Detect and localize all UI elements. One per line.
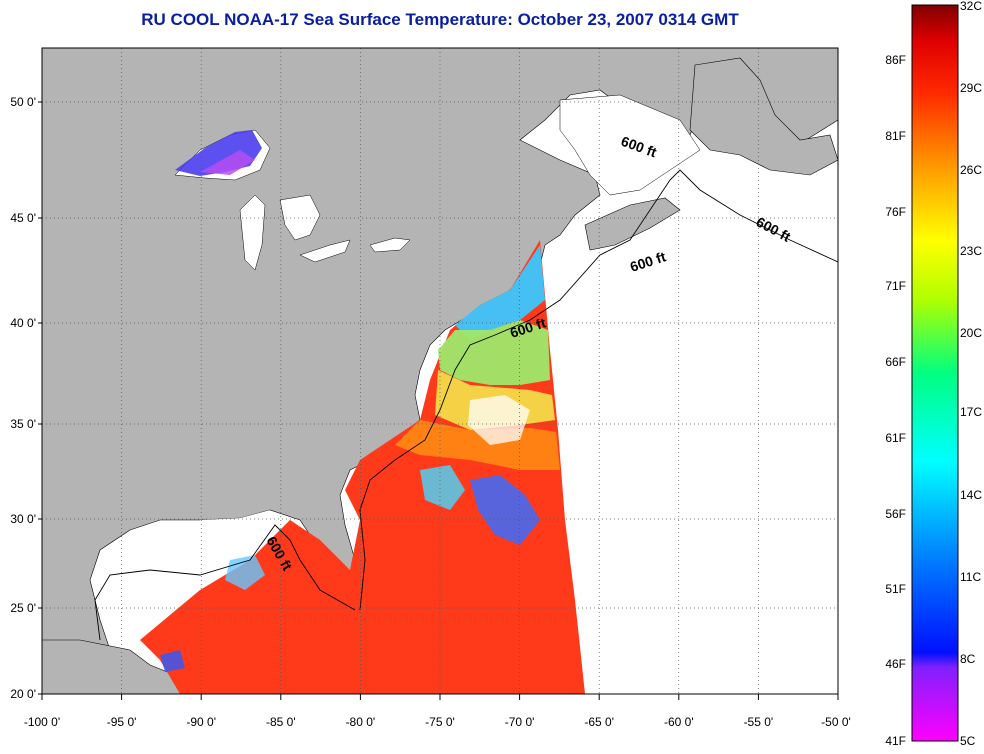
- lon-tick-label: -85 0': [266, 715, 296, 729]
- colorbar-label-f: 46F: [885, 657, 906, 671]
- lat-tick-label: 25 0': [10, 601, 36, 615]
- colorbar-label-f: 71F: [885, 279, 906, 293]
- colorbar-label-c: 14C: [960, 488, 982, 502]
- isobath-600ft-gulf: [94, 524, 356, 641]
- colorbar-label-f: 56F: [885, 507, 906, 521]
- sst-cloud-gaps: [468, 395, 530, 445]
- lon-tick-label: -70 0': [505, 715, 535, 729]
- colorbar-fahrenheit-labels: 86F 81F 76F 71F 66F 61F 56F 51F 46F 41F: [885, 53, 906, 748]
- lon-tick-label: -100 0': [24, 715, 60, 729]
- axis-ticks: [38, 101, 839, 700]
- colorbar-label-c: 17C: [960, 405, 982, 419]
- colorbar-label-c: 5C: [960, 734, 976, 748]
- lat-tick-label: 45 0': [10, 211, 36, 225]
- colorbar-label-f: 66F: [885, 355, 906, 369]
- colorbar-label-c: 26C: [960, 163, 982, 177]
- isobath-600ft: [359, 169, 838, 611]
- lon-tick-label: -55 0': [744, 715, 774, 729]
- colorbar-label-f: 86F: [885, 53, 906, 67]
- lake-erie: [299, 239, 351, 263]
- land-newfoundland: [689, 57, 838, 176]
- lat-tick-label: 50 0': [10, 95, 36, 109]
- gulf-st-lawrence: [559, 94, 701, 196]
- colorbar-label-c: 32C: [960, 0, 982, 13]
- lake-michigan: [239, 194, 266, 271]
- colorbar-celsius-labels: 32C 29C 26C 23C 20C 17C 14C 11C 8C 5C: [960, 0, 982, 748]
- sst-gyre-cyan-patch: [420, 465, 465, 510]
- lat-tick-label: 20 0': [10, 687, 36, 701]
- lon-tick-label: -80 0': [346, 715, 376, 729]
- lon-tick-label: -90 0': [186, 715, 216, 729]
- colorbar-label-c: 8C: [960, 652, 976, 666]
- sst-gyre-cool-patch: [470, 475, 540, 545]
- colorbar-label-c: 11C: [960, 570, 981, 584]
- colorbar-label-f: 76F: [885, 205, 906, 219]
- colorbar-label-f: 41F: [885, 734, 906, 748]
- sst-caribbean-cool-patch: [160, 650, 185, 672]
- sst-gulf-cool-patch: [225, 555, 265, 590]
- colorbar: [911, 4, 959, 742]
- lon-tick-label: -60 0': [664, 715, 694, 729]
- colorbar-label-c: 29C: [960, 81, 982, 95]
- lat-tick-label: 30 0': [10, 512, 36, 526]
- lake-huron: [279, 194, 321, 241]
- colorbar-label-c: 23C: [960, 244, 982, 258]
- lake-ontario: [369, 237, 411, 253]
- lon-tick-label: -65 0': [584, 715, 614, 729]
- sst-atlantic-green: [438, 320, 550, 385]
- lat-tick-label: 40 0': [10, 316, 36, 330]
- lat-tick-label: 35 0': [10, 417, 36, 431]
- lon-tick-label: -95 0': [107, 715, 137, 729]
- sst-atlantic-cool-north: [455, 245, 545, 340]
- sst-gom-white-gap: [200, 510, 270, 545]
- lon-tick-label: -50 0': [821, 715, 851, 729]
- lon-tick-label: -75 0': [425, 715, 455, 729]
- map-title: RU COOL NOAA-17 Sea Surface Temperature:…: [141, 10, 739, 29]
- sst-lake-superior-edge: [200, 150, 255, 175]
- land-nova-scotia: [584, 197, 681, 251]
- colorbar-label-f: 81F: [885, 129, 906, 143]
- colorbar-label-f: 51F: [885, 582, 906, 596]
- lon-axis-labels: -100 0' -95 0' -90 0' -85 0' -80 0' -75 …: [24, 715, 851, 729]
- colorbar-label-f: 61F: [885, 431, 906, 445]
- colorbar-label-c: 20C: [960, 326, 982, 340]
- lat-axis-labels: 50 0' 45 0' 40 0' 35 0' 30 0' 25 0' 20 0…: [10, 95, 36, 701]
- graticule: [42, 48, 838, 694]
